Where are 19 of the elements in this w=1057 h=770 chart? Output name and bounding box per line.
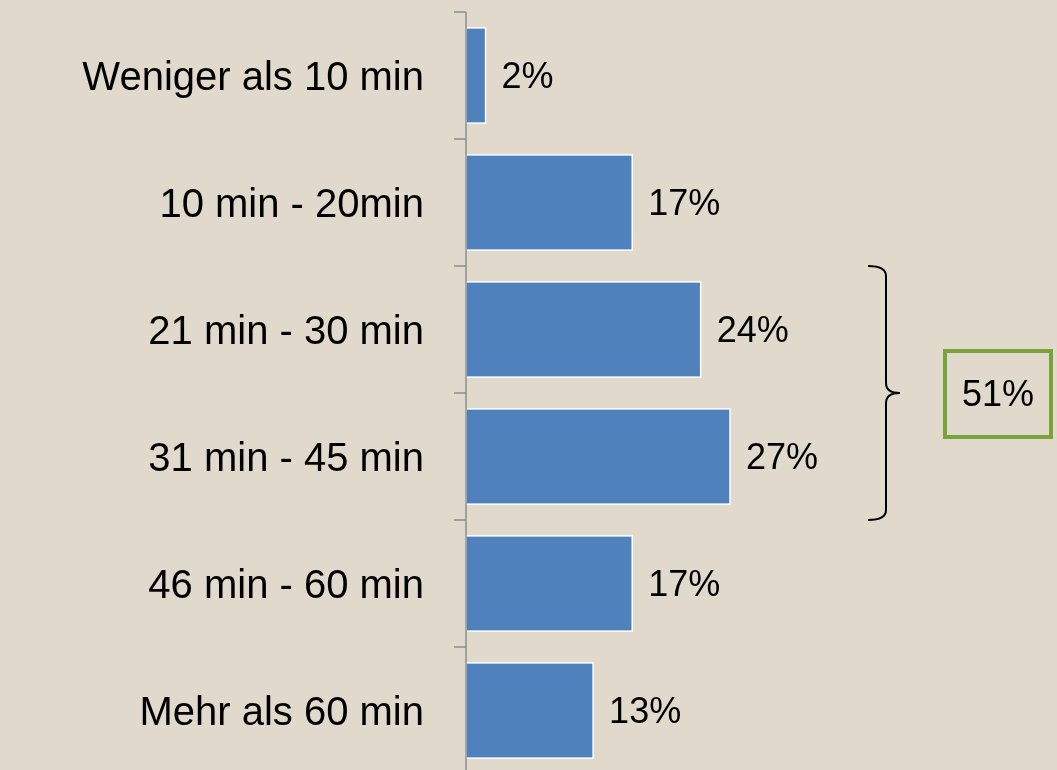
bar [465, 27, 487, 124]
y-tick-label: 10 min - 20min [159, 180, 424, 225]
data-label: 17% [648, 182, 721, 223]
y-tick-label: 31 min - 45 min [148, 434, 424, 479]
text: 51% [961, 372, 1035, 414]
y-tick-label: 46 min - 60 min [148, 561, 424, 606]
y-tick-label: 21 min - 30 min [148, 307, 424, 352]
data-label: 24% [716, 309, 789, 350]
y-tick-label: Weniger als 10 min [82, 53, 424, 98]
y-tick-label: Mehr als 60 min [139, 688, 424, 733]
data-label: 17% [648, 563, 721, 604]
data-label: 27% [746, 436, 819, 477]
bar [465, 281, 702, 378]
bar [465, 662, 594, 759]
bar [465, 408, 731, 505]
bar [465, 535, 633, 632]
data-label: 2% [501, 55, 554, 96]
data-label: 13% [609, 690, 682, 731]
bar [465, 154, 633, 251]
